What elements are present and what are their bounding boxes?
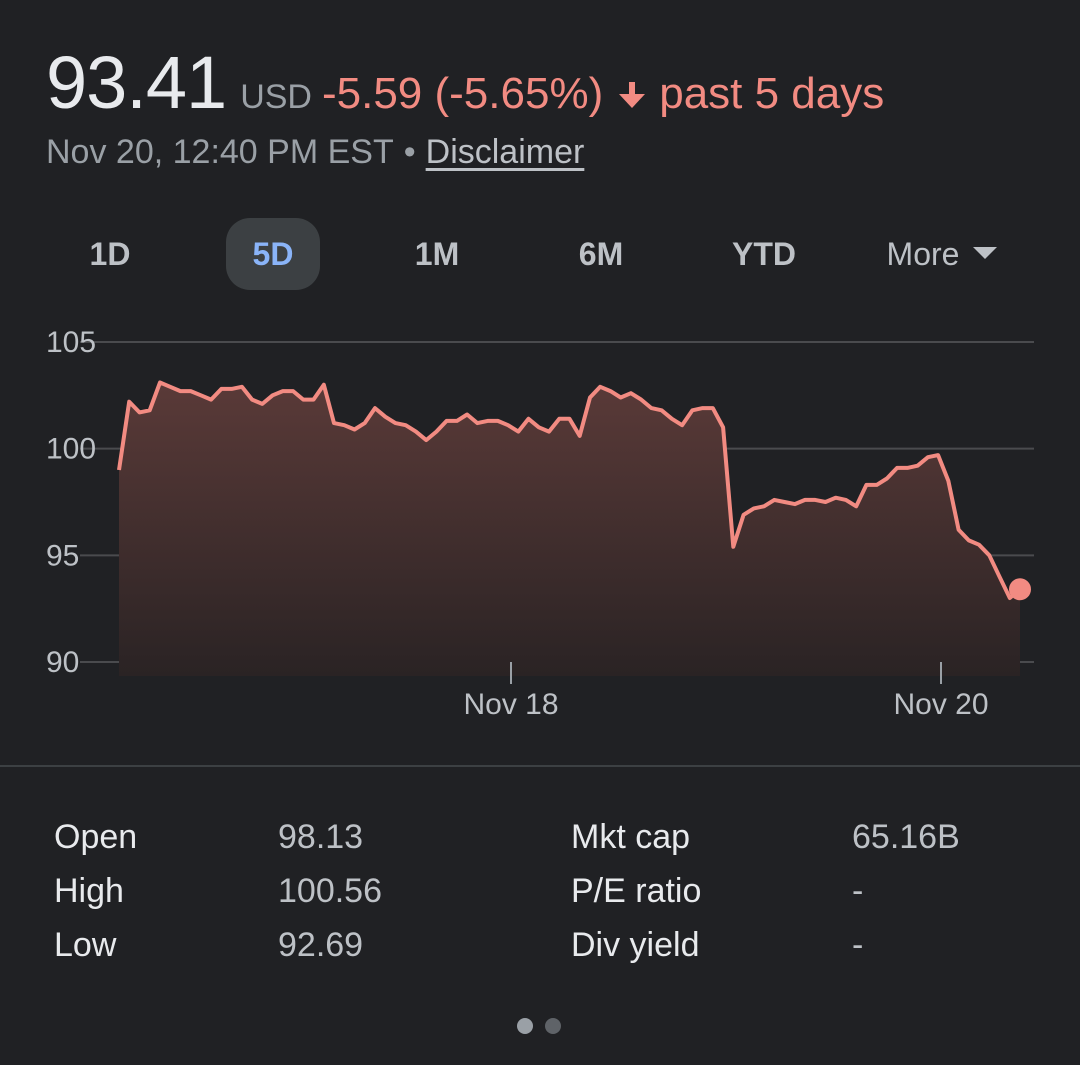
price-chart[interactable]: 105 100 95 90 Nov 18 Nov 20 xyxy=(0,310,1080,730)
stat-label-div-yield: Div yield xyxy=(571,926,700,964)
timestamp: Nov 20, 12:40 PM EST xyxy=(46,133,394,171)
chevron-down-icon xyxy=(973,247,998,259)
y-tick-label-105: 105 xyxy=(46,326,96,359)
stat-label-low: Low xyxy=(54,926,117,964)
stat-label-open: Open xyxy=(54,818,138,856)
price-line xyxy=(117,380,1022,600)
currency-label: USD xyxy=(240,78,312,116)
y-tick-label-90: 90 xyxy=(46,646,79,679)
price-area xyxy=(119,382,1020,676)
tab-ytd[interactable]: YTD xyxy=(732,236,796,272)
page-dot[interactable] xyxy=(545,1018,561,1034)
y-tick-label-100: 100 xyxy=(46,433,96,466)
current-price: 93.41 xyxy=(46,41,227,124)
section-divider xyxy=(0,765,1080,767)
tab-6m[interactable]: 6M xyxy=(578,236,624,272)
stat-label-pe-ratio: P/E ratio xyxy=(571,872,702,910)
stat-value-low: 92.69 xyxy=(278,926,364,964)
timestamp-line: Nov 20, 12:40 PM EST • Disclaimer xyxy=(46,133,884,172)
range-tabs: 1D 5D 1M 6M YTD More xyxy=(0,218,1080,290)
stat-value-open: 98.13 xyxy=(278,818,364,856)
tab-1d[interactable]: 1D xyxy=(89,236,131,272)
tab-5d[interactable]: 5D xyxy=(226,218,320,290)
stat-value-high: 100.56 xyxy=(278,872,382,910)
stat-value-pe-ratio: - xyxy=(852,872,864,910)
y-tick-label-95: 95 xyxy=(46,539,79,572)
tab-more-label: More xyxy=(886,236,960,272)
disclaimer-link[interactable]: Disclaimer xyxy=(425,133,585,171)
x-tick-label: Nov 20 xyxy=(893,688,988,721)
stat-label-high: High xyxy=(54,872,124,910)
price-change: -5.59 (-5.65%) xyxy=(321,69,604,118)
tab-more[interactable]: More xyxy=(862,218,1022,290)
separator-dot: • xyxy=(403,133,416,171)
page-indicator xyxy=(517,1018,573,1034)
tab-1m[interactable]: 1M xyxy=(414,236,460,272)
stat-value-mkt-cap: 65.16B xyxy=(852,818,960,856)
x-tick-label: Nov 18 xyxy=(463,688,558,721)
page-dot-active[interactable] xyxy=(517,1018,533,1034)
arrow-down-icon xyxy=(615,80,649,110)
change-period: past 5 days xyxy=(659,69,885,118)
price-line: 93.41 USD -5.59 (-5.65%) past 5 days xyxy=(46,40,884,125)
stat-value-div-yield: - xyxy=(852,926,864,964)
stat-label-mkt-cap: Mkt cap xyxy=(571,818,691,856)
quote-header: 93.41 USD -5.59 (-5.65%) past 5 days Nov… xyxy=(46,40,884,172)
last-price-point xyxy=(1009,578,1031,601)
